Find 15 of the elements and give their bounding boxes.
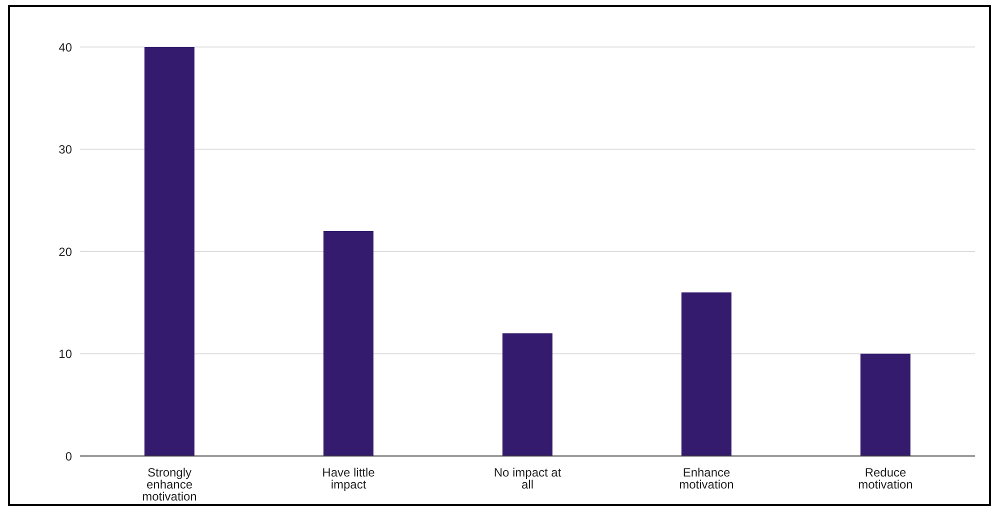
bar	[144, 47, 194, 456]
x-tick-label: Have little impact	[322, 466, 376, 492]
bar	[681, 292, 732, 456]
y-tick-label: 40	[58, 40, 72, 54]
y-tick-label: 20	[58, 244, 72, 259]
y-tick-label: 0	[65, 449, 72, 464]
bar	[323, 231, 374, 456]
y-tick-label: 10	[58, 347, 72, 362]
y-tick-label: 30	[58, 142, 72, 157]
x-tick-label: No impact at all	[494, 466, 562, 492]
x-tick-label: Reduce motivation	[858, 466, 913, 492]
bar	[502, 333, 552, 456]
x-tick-label: Strongly enhance motivation	[142, 466, 197, 504]
bar	[860, 354, 910, 456]
x-tick-label: Enhance motivation	[679, 466, 734, 492]
